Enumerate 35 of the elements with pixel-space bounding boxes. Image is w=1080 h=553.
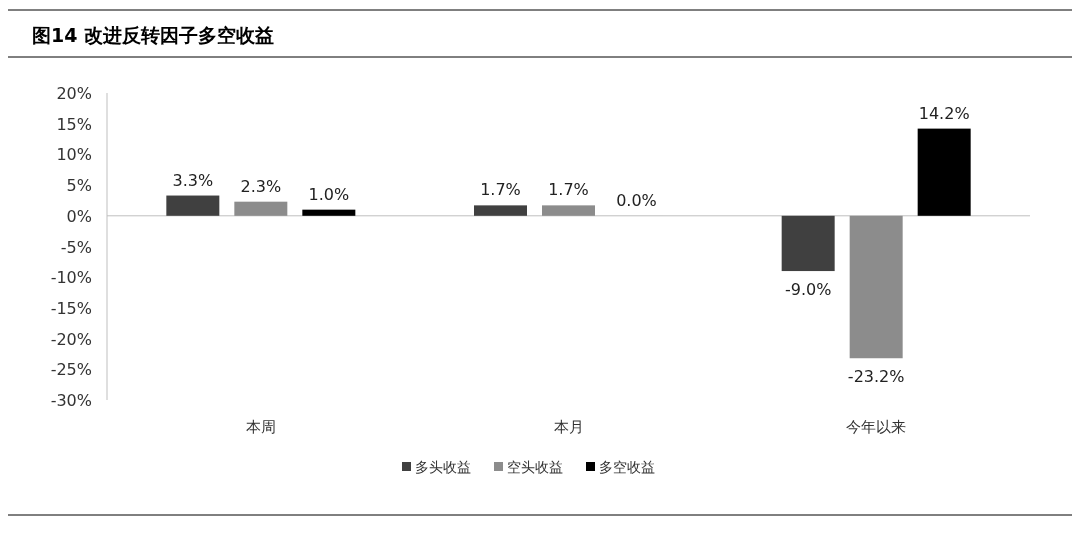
y-tick-label: -10%	[50, 268, 92, 288]
bar	[474, 205, 527, 216]
bar	[302, 209, 356, 216]
y-tick-label: 5%	[66, 176, 92, 196]
data-label: 3.3%	[172, 170, 214, 190]
bar	[234, 201, 288, 216]
y-tick-label: -5%	[60, 237, 92, 257]
legend-label: 空头收益	[507, 459, 563, 475]
y-tick-label: -30%	[50, 391, 92, 410]
y-tick-label: 20%	[56, 84, 92, 103]
bar	[849, 215, 903, 359]
legend-label: 多头收益	[415, 459, 471, 475]
data-label: 1.7%	[480, 180, 521, 200]
y-tick-label: 10%	[56, 145, 92, 165]
bar	[166, 195, 220, 216]
data-label: 1.7%	[548, 180, 589, 200]
data-label: 2.3%	[240, 176, 282, 196]
x-tick-label: 今年以来	[846, 418, 907, 436]
x-tick-label: 本周	[245, 418, 276, 436]
data-label: -9.0%	[784, 280, 832, 300]
legend-label: 多空收益	[599, 459, 655, 475]
bar	[781, 215, 835, 272]
bar	[917, 128, 971, 216]
data-label: -23.2%	[847, 367, 905, 387]
y-tick-label: -20%	[50, 329, 92, 349]
bar	[542, 205, 595, 216]
y-tick-label: 0%	[66, 206, 92, 226]
y-tick-label: -25%	[50, 360, 92, 380]
data-label: 1.0%	[308, 184, 350, 204]
chart-title: 图14 改进反转因子多空收益	[32, 24, 275, 46]
y-tick-label: 15%	[56, 114, 92, 134]
y-tick-label: -15%	[50, 298, 92, 318]
data-label: 14.2%	[918, 103, 970, 123]
x-tick-label: 本月	[553, 418, 584, 436]
data-label: 0.0%	[616, 190, 657, 210]
